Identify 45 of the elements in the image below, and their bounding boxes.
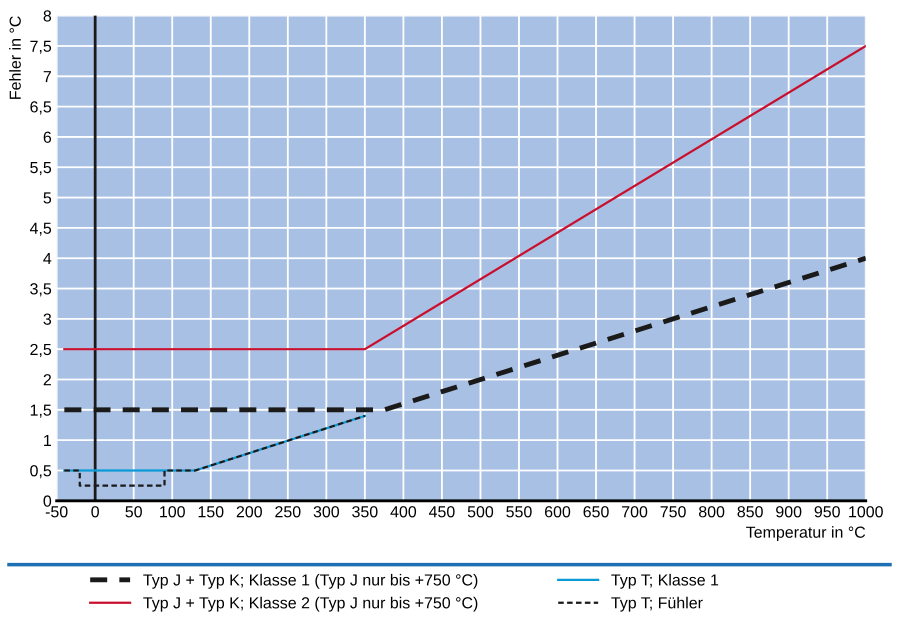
x-tick-label: 850 <box>738 506 763 518</box>
legend-label: Typ J + Typ K; Klasse 1 (Typ J nur bis +750 °C) <box>143 574 478 589</box>
x-tick-label: 300 <box>314 506 340 518</box>
x-tick-label: 50 <box>125 506 142 518</box>
x-tick-label: 750 <box>660 506 686 518</box>
x-tick-label: 800 <box>698 506 724 518</box>
y-tick-label: 0 <box>44 495 52 507</box>
x-tick-label: 150 <box>198 506 224 518</box>
y-tick-label: 7,5 <box>30 40 52 54</box>
legend-label: Typ T; Klasse 1 <box>611 574 718 589</box>
x-axis-title: Temperatur in °C <box>746 526 866 541</box>
x-tick-label: 650 <box>584 506 609 518</box>
x-tick-label: 250 <box>275 506 301 518</box>
y-tick-label: 5 <box>44 192 52 204</box>
x-tick-label: 450 <box>428 506 455 518</box>
y-tick-label: 1 <box>44 434 51 446</box>
x-tick-label: 350 <box>352 506 378 518</box>
x-tick-label: 1000 <box>849 506 883 518</box>
legend-label: Typ J + Typ K; Klasse 2 (Typ J nur bis +750 °C) <box>143 596 478 612</box>
y-tick-label: 2,5 <box>30 344 52 358</box>
y-tick-label: 7 <box>44 71 51 82</box>
y-tick-label: 2 <box>44 374 51 386</box>
y-tick-label: 4 <box>43 253 52 264</box>
x-tick-label: 550 <box>506 506 532 518</box>
x-tick-label: 400 <box>390 506 416 518</box>
y-tick-label: 0,5 <box>30 465 52 478</box>
x-tick-label: 100 <box>160 506 185 518</box>
legend-label: Typ T; Fühler <box>611 596 703 612</box>
x-tick-label: 700 <box>622 506 648 518</box>
y-tick-label: 3 <box>44 314 52 325</box>
x-tick-label: 600 <box>544 506 570 518</box>
y-tick-label: 4,5 <box>30 222 52 236</box>
y-tick-label: 6,5 <box>30 101 52 114</box>
x-tick-label: 950 <box>814 506 840 518</box>
x-tick-label: 0 <box>91 506 99 518</box>
y-tick-label: 8 <box>44 10 52 22</box>
x-tick-label: 900 <box>776 506 802 518</box>
y-tick-label: 3,5 <box>30 283 52 296</box>
y-tick-label: 5,5 <box>30 162 52 176</box>
x-tick-label: 200 <box>236 506 262 518</box>
y-tick-label: 1,5 <box>30 404 52 418</box>
y-axis-title: Fehler in °C <box>9 16 21 99</box>
x-tick-label: -50 <box>46 506 68 518</box>
x-tick-label: 500 <box>468 506 494 518</box>
y-tick-label: 6 <box>44 132 52 143</box>
